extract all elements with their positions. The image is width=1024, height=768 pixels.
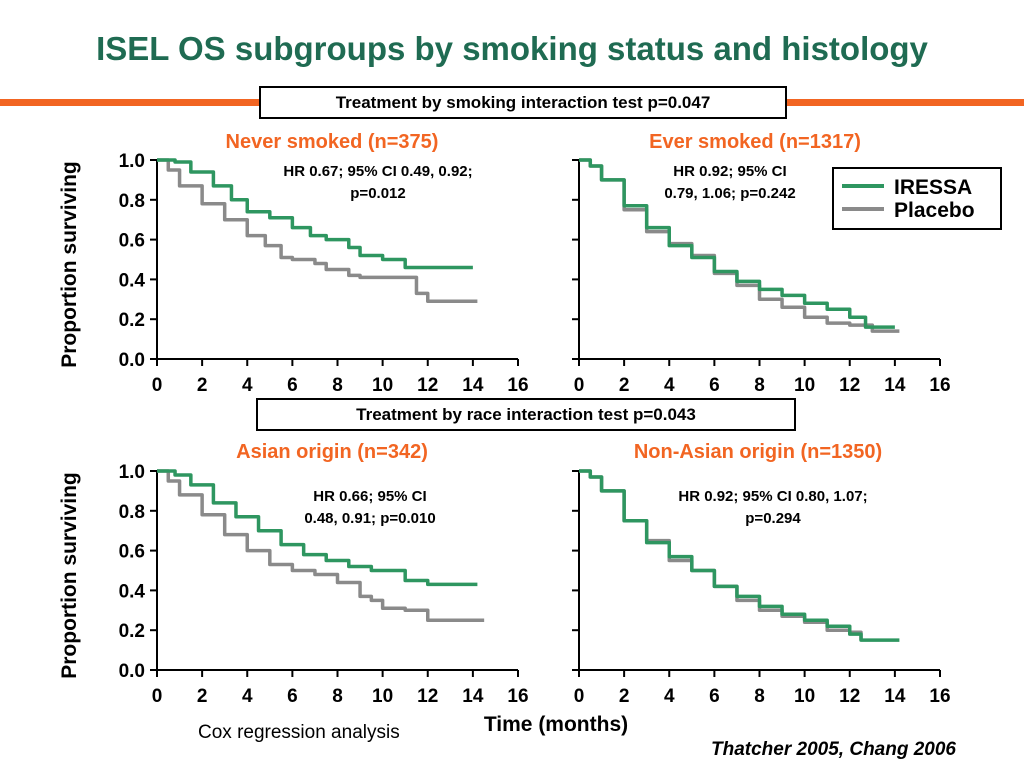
- citation: Thatcher 2005, Chang 2006: [711, 739, 956, 760]
- x-tick-label: 8: [754, 686, 765, 707]
- x-tick-label: 8: [332, 375, 343, 396]
- x-tick-label: 14: [884, 375, 906, 396]
- x-tick-label: 10: [372, 686, 393, 707]
- x-tick-label: 6: [287, 686, 298, 707]
- y-tick-label: 0.0: [119, 661, 145, 682]
- legend-label: IRESSA: [894, 176, 972, 199]
- y-tick-label: 0.2: [119, 621, 145, 642]
- hr-annotation: p=0.012: [350, 185, 405, 202]
- x-tick-label: 0: [574, 686, 585, 707]
- legend-box: [832, 167, 1002, 230]
- x-tick-label: 4: [242, 375, 253, 396]
- y-tick-label: 0.4: [119, 581, 146, 602]
- x-tick-label: 14: [462, 375, 484, 396]
- placebo-curve: [157, 469, 485, 622]
- x-tick-label: 2: [619, 686, 630, 707]
- x-tick-label: 10: [794, 375, 815, 396]
- x-tick-label: 4: [242, 686, 253, 707]
- smoking-interaction-box: Treatment by smoking interaction test p=…: [259, 86, 787, 119]
- y-tick-label: 0.6: [119, 231, 145, 252]
- y-tick-label: 0.6: [119, 542, 145, 563]
- x-tick-label: 6: [709, 686, 720, 707]
- hr-annotation: HR 0.92; 95% CI: [673, 163, 786, 180]
- x-tick-label: 16: [507, 375, 528, 396]
- x-tick-label: 16: [929, 375, 950, 396]
- x-tick-label: 4: [664, 375, 675, 396]
- x-tick-label: 0: [574, 375, 585, 396]
- y-axis-label: Proportion surviving: [58, 472, 81, 679]
- hr-annotation: p=0.294: [745, 510, 801, 527]
- x-tick-label: 8: [332, 686, 343, 707]
- y-tick-label: 0.8: [119, 191, 145, 212]
- hr-annotation: HR 0.92; 95% CI 0.80, 1.07;: [678, 488, 867, 505]
- x-tick-label: 8: [754, 375, 765, 396]
- y-tick-label: 0.4: [119, 270, 146, 291]
- x-tick-label: 16: [507, 686, 528, 707]
- x-tick-label: 2: [197, 686, 208, 707]
- x-tick-label: 14: [462, 686, 484, 707]
- placebo-curve: [157, 158, 478, 304]
- iressa-curve: [157, 158, 473, 270]
- x-tick-label: 12: [839, 375, 860, 396]
- x-tick-label: 6: [287, 375, 298, 396]
- hr-annotation: HR 0.66; 95% CI: [313, 488, 426, 505]
- legend-label: Placebo: [894, 199, 975, 222]
- footnote: Cox regression analysis: [198, 722, 400, 743]
- x-axis-label: Time (months): [484, 713, 628, 736]
- x-tick-label: 10: [372, 375, 393, 396]
- x-tick-label: 12: [417, 686, 438, 707]
- page-title: ISEL OS subgroups by smoking status and …: [96, 30, 928, 67]
- x-tick-label: 2: [197, 375, 208, 396]
- race-interaction-box: Treatment by race interaction test p=0.0…: [256, 398, 796, 431]
- panel-title: Ever smoked (n=1317): [649, 131, 861, 153]
- iressa-curve: [157, 469, 478, 587]
- hr-annotation: HR 0.67; 95% CI 0.49, 0.92;: [283, 163, 472, 180]
- y-axis-label: Proportion surviving: [58, 161, 81, 368]
- iressa-curve: [579, 469, 900, 642]
- x-tick-label: 10: [794, 686, 815, 707]
- x-tick-label: 12: [839, 686, 860, 707]
- panel-title: Non-Asian origin (n=1350): [634, 441, 882, 463]
- panel-title: Never smoked (n=375): [226, 131, 439, 153]
- x-tick-label: 12: [417, 375, 438, 396]
- x-tick-label: 4: [664, 686, 675, 707]
- x-tick-label: 6: [709, 375, 720, 396]
- panel-title: Asian origin (n=342): [236, 441, 428, 463]
- x-tick-label: 0: [152, 375, 163, 396]
- x-tick-label: 16: [929, 686, 950, 707]
- hr-annotation: 0.48, 0.91; p=0.010: [304, 510, 435, 527]
- y-tick-label: 1.0: [119, 151, 145, 172]
- y-tick-label: 0.0: [119, 350, 145, 371]
- x-tick-label: 0: [152, 686, 163, 707]
- iressa-curve: [579, 158, 895, 329]
- y-tick-label: 0.2: [119, 310, 145, 331]
- x-tick-label: 14: [884, 686, 906, 707]
- y-tick-label: 1.0: [119, 462, 145, 483]
- hr-annotation: 0.79, 1.06; p=0.242: [664, 185, 795, 202]
- x-tick-label: 2: [619, 375, 630, 396]
- y-tick-label: 0.8: [119, 502, 145, 523]
